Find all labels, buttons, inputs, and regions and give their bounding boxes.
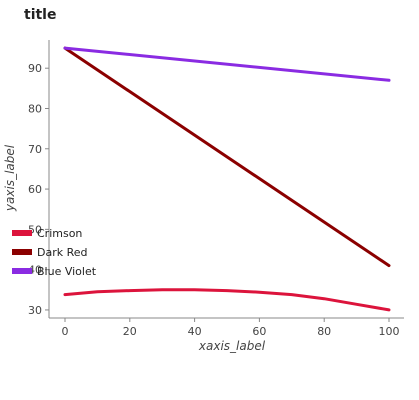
legend-swatch [12, 249, 32, 255]
legend-label: Crimson [37, 227, 82, 240]
legend-label: Blue Violet [37, 265, 97, 278]
y-tick-label: 90 [28, 62, 42, 75]
series-line-dark-red [63, 46, 391, 268]
x-axis-ticks: 0 20 40 60 80 100 [62, 318, 400, 338]
legend-swatch [12, 268, 32, 274]
y-tick-label: 80 [28, 102, 42, 115]
x-tick-label: 40 [188, 325, 202, 338]
series-line-blue-violet [63, 46, 391, 82]
legend-label: Dark Red [37, 246, 88, 259]
x-axis-title: xaxis_label [198, 339, 266, 353]
x-tick-label: 100 [379, 325, 400, 338]
y-tick-label: 30 [28, 304, 42, 317]
plot-area [63, 46, 391, 312]
legend: Crimson Dark Red Blue Violet [12, 227, 97, 278]
y-axis-title: yaxis_label [3, 144, 17, 212]
series-line-crimson [63, 288, 391, 312]
x-tick-label: 0 [62, 325, 69, 338]
x-tick-label: 80 [317, 325, 331, 338]
y-tick-label: 70 [28, 143, 42, 156]
x-tick-label: 20 [123, 325, 137, 338]
y-tick-label: 60 [28, 183, 42, 196]
x-tick-label: 60 [252, 325, 266, 338]
chart-title: title [24, 7, 56, 23]
legend-swatch [12, 230, 32, 236]
